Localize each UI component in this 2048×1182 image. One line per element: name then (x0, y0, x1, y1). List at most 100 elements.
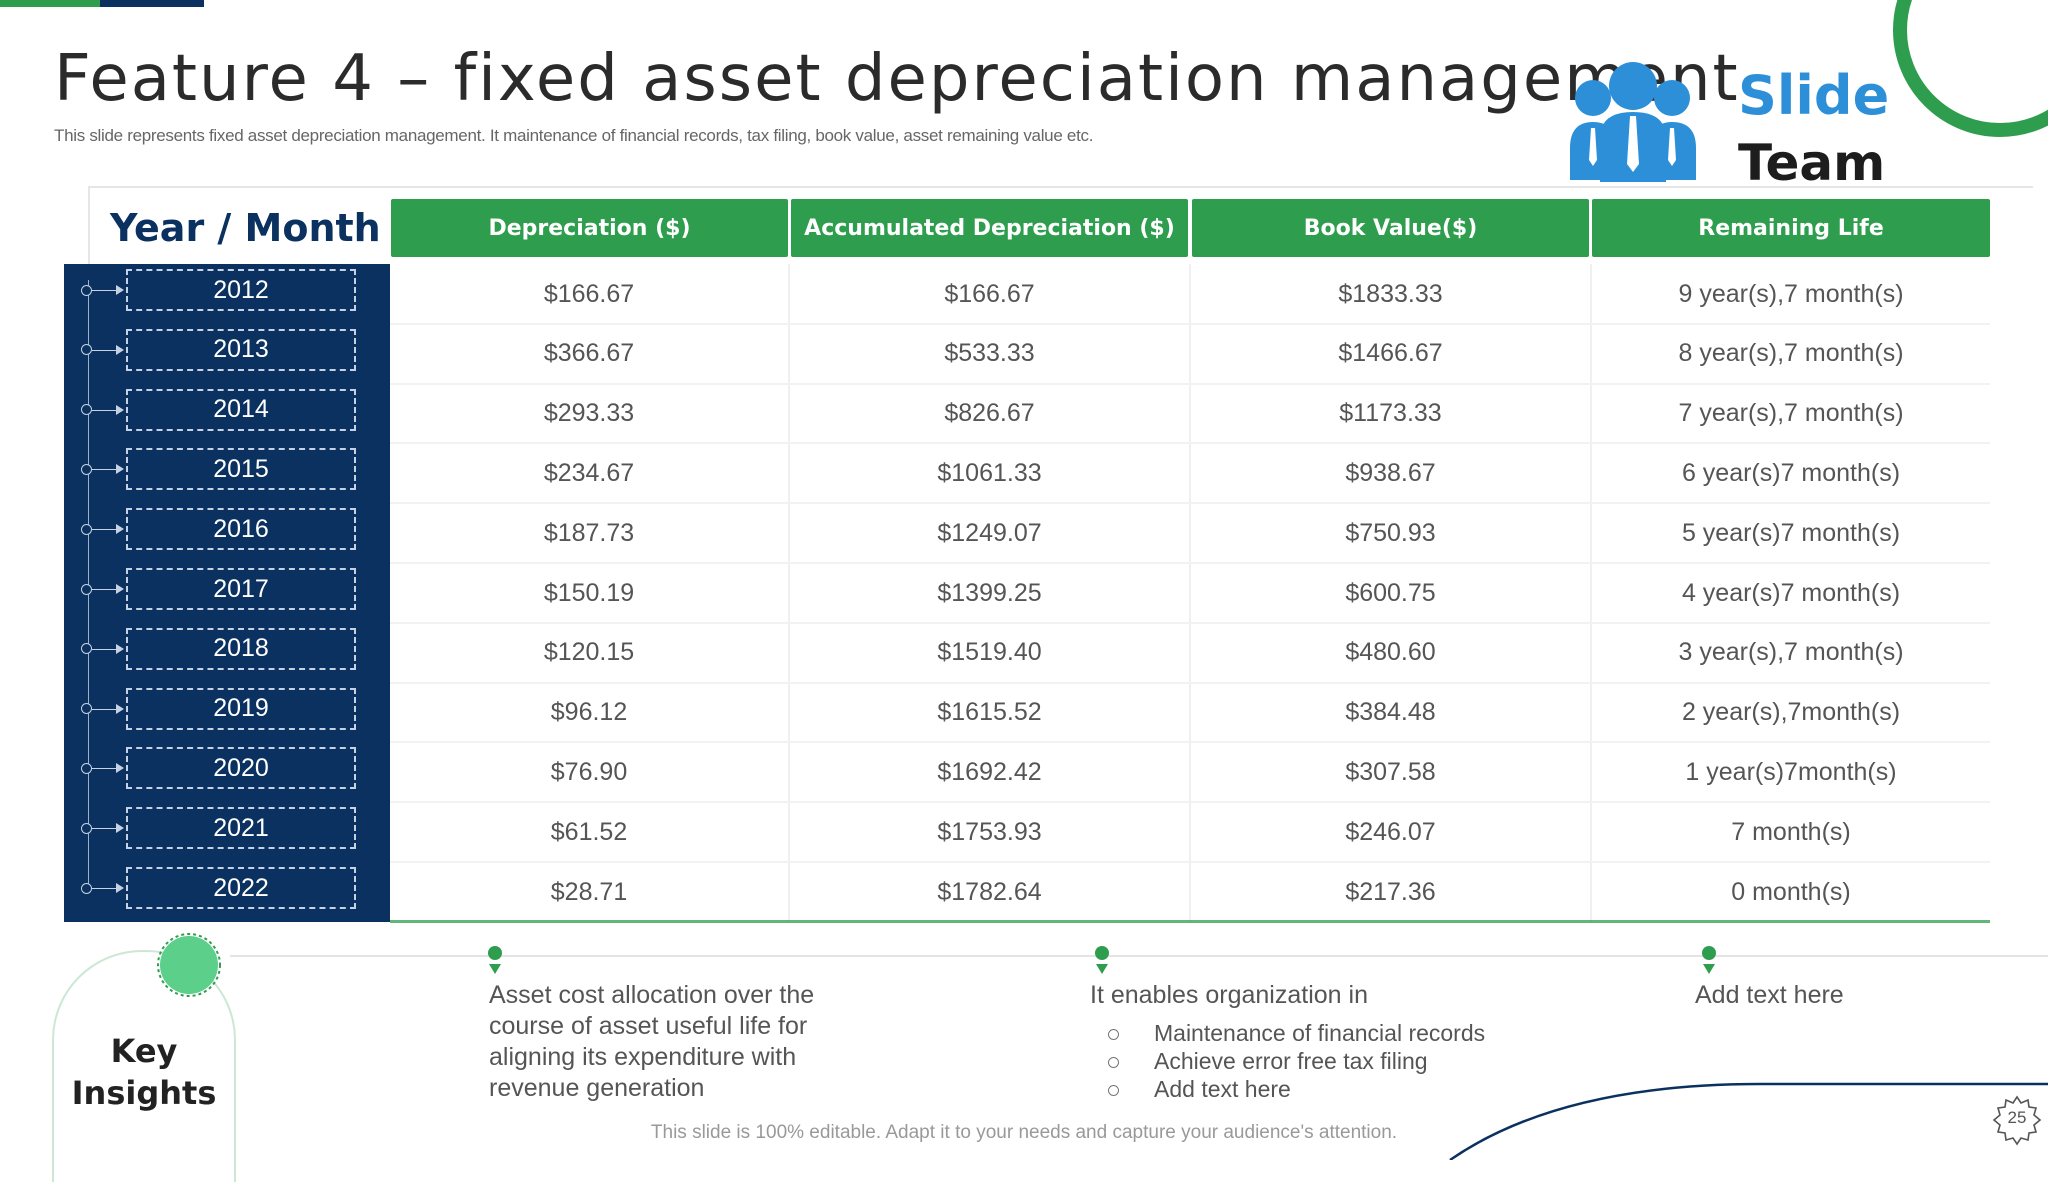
column-header-accumulated-depreciation: Accumulated Depreciation ($) (791, 199, 1188, 257)
table-row: $166.67 $166.67 $1833.33 9 year(s),7 month(… (390, 264, 1990, 324)
table-cell: $76.90 (390, 742, 790, 803)
table-cell: $1249.07 (790, 503, 1191, 564)
table-frame-left (88, 186, 90, 264)
year-label: 2013 (126, 328, 356, 371)
arrow-right-icon (116, 823, 124, 834)
logo-text-slide: Slide (1738, 64, 1890, 127)
table-cell: $750.93 (1191, 503, 1592, 564)
year-label: 2020 (126, 747, 356, 790)
bottom-swoosh-decoration (1449, 1082, 2048, 1160)
table-row: $150.19 $1399.25 $600.75 4 year(s)7 month(s… (390, 563, 1990, 623)
depreciation-table-body: $166.67 $166.67 $1833.33 9 year(s),7 month(… (390, 264, 1990, 922)
table-cell: $1753.93 (790, 802, 1191, 863)
year-label: 2021 (126, 807, 356, 850)
row-separator (390, 861, 1990, 863)
top-accent-green (0, 0, 100, 7)
corner-ring-decoration (1893, 0, 2048, 137)
table-cell: $1782.64 (790, 862, 1191, 922)
table-bottom-rule (390, 920, 1990, 923)
table-cell: $826.67 (790, 383, 1191, 444)
key-insights-label-line2: Insights (71, 1074, 217, 1112)
table-cell: $166.67 (790, 264, 1191, 324)
table-cell: $1173.33 (1191, 383, 1592, 444)
table-cell: $246.07 (1191, 802, 1592, 863)
table-row: $120.15 $1519.40 $480.60 3 year(s),7 month(… (390, 622, 1990, 683)
row-separator (390, 562, 1990, 564)
timeline-node (81, 822, 92, 834)
table-cell: $366.67 (390, 323, 790, 384)
arrow-right-icon (116, 643, 124, 654)
table-cell: 8 year(s),7 month(s) (1678, 339, 1904, 368)
timeline-node (81, 583, 92, 595)
table-cell: $61.52 (390, 802, 790, 863)
slideteam-people-icon (1570, 62, 1696, 182)
table-cell: $533.33 (790, 323, 1191, 384)
timeline-connector (92, 349, 120, 351)
year-label: 2017 (126, 568, 356, 610)
table-cell: $600.75 (1191, 563, 1592, 623)
table-row: $76.90 $1692.42 $307.58 1 year(s)7month(s) (390, 742, 1990, 803)
table-cell: 3 year(s),7 month(s) (1678, 638, 1904, 667)
insights-divider (230, 955, 2048, 957)
arrow-right-icon (116, 344, 124, 355)
table-cell: $120.15 (390, 622, 790, 683)
timeline-node (81, 344, 92, 356)
table-frame-top (88, 186, 2033, 188)
footer-note: This slide is 100% editable. Adapt it to… (650, 1122, 1398, 1143)
timeline-node (81, 523, 92, 535)
table-cell: $217.36 (1191, 862, 1592, 922)
year-label: 2022 (126, 867, 356, 909)
table-cell: $166.67 (390, 264, 790, 324)
table-row: $28.71 $1782.64 $217.36 0 month(s) (390, 862, 1990, 922)
insight-2-bullet: Maintenance of financial records (1108, 1019, 1528, 1047)
insight-1-text: Asset cost allocation over the course of… (489, 981, 815, 1102)
arrow-right-icon (116, 703, 124, 714)
table-cell: $1399.25 (790, 563, 1191, 623)
arrow-right-icon (116, 883, 124, 893)
timeline-node (81, 762, 92, 774)
insight-2-bullets: Maintenance of financial records Achieve… (1108, 1019, 1528, 1103)
table-cell: 9 year(s),7 month(s) (1678, 279, 1904, 308)
insight-2-bullet: Achieve error free tax filing (1108, 1047, 1528, 1075)
timeline-connector (92, 828, 120, 830)
table-cell: $1519.40 (790, 622, 1191, 683)
table-row: $96.12 $1615.52 $384.48 2 year(s),7month(s) (390, 682, 1990, 743)
table-cell: $150.19 (390, 563, 790, 623)
table-cell: 7 month(s) (1731, 817, 1851, 846)
year-label: 2012 (126, 269, 356, 311)
key-insights-label-line1: Key (110, 1032, 178, 1070)
gear-icon (1992, 1095, 2042, 1146)
arrow-right-icon (116, 285, 124, 295)
timeline-node (81, 703, 92, 715)
timeline-node (81, 404, 92, 416)
table-cell: $293.33 (390, 383, 790, 444)
year-month-header: Year / Month (110, 206, 381, 250)
table-cell: 4 year(s)7 month(s) (1681, 578, 1901, 607)
row-separator (390, 801, 1990, 804)
insight2-pin-icon (1095, 946, 1109, 974)
table-row: $366.67 $533.33 $1466.67 8 year(s),7 month(… (390, 323, 1990, 384)
slide-subtitle: This slide represents fixed asset deprec… (54, 126, 1094, 145)
timeline-connector (92, 469, 120, 471)
row-separator (390, 741, 1990, 744)
key-insights-badge-icon (157, 933, 221, 997)
row-separator (390, 681, 1990, 684)
table-row: $61.52 $1753.93 $246.07 7 month(s) (390, 802, 1990, 863)
page-number: 25 (2007, 1108, 2027, 1127)
slide-title: Feature 4 – fixed asset depreciation man… (54, 42, 1740, 116)
column-header-book-value: Book Value($) (1192, 199, 1589, 257)
timeline-connector (92, 768, 120, 770)
arrow-right-icon (116, 524, 124, 535)
table-cell: $28.71 (390, 862, 790, 922)
table-cell: $1692.42 (790, 742, 1191, 803)
table-cell: $1466.67 (1191, 323, 1592, 384)
table-cell: $96.12 (390, 682, 790, 743)
column-header-depreciation: Depreciation ($) (391, 199, 788, 257)
timeline-connector (92, 888, 120, 889)
table-cell: 6 year(s)7 month(s) (1681, 458, 1901, 487)
top-accent-navy (100, 0, 204, 7)
year-label: 2019 (126, 687, 356, 730)
arrow-right-icon (116, 763, 124, 774)
year-label: 2016 (126, 508, 356, 551)
timeline-connector (92, 409, 120, 411)
